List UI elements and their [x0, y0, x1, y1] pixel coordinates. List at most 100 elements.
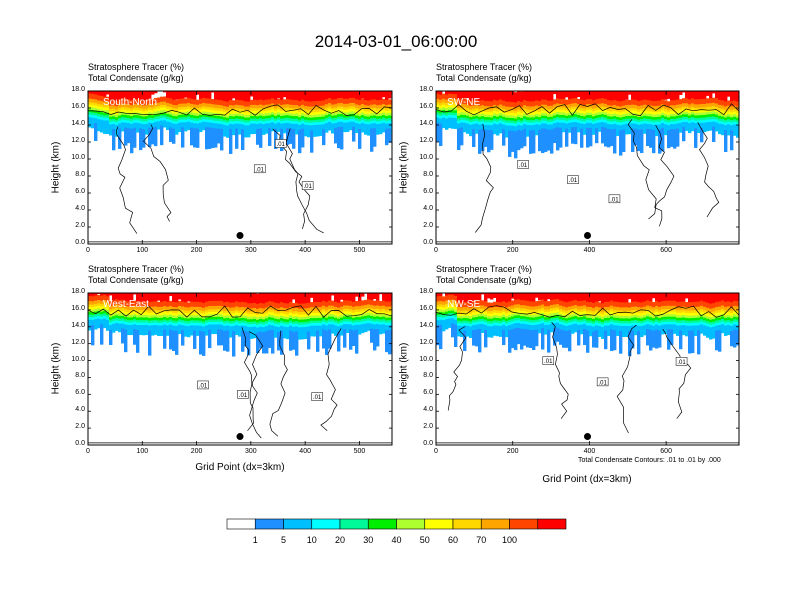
svg-text:.01: .01: [610, 197, 619, 203]
panel-west-east: .01 .01 .01: [87, 292, 393, 446]
tracer-field: .01 .01 .01: [88, 91, 392, 244]
y-tick-label: 4.0: [75, 205, 85, 212]
contour-label: .01: [197, 380, 209, 389]
y-tick-label: 10.0: [71, 154, 85, 161]
colorbar-tick-label: 30: [363, 535, 374, 545]
panel-subtitle-tracer: Stratosphere Tracer (%): [88, 62, 185, 72]
y-tick-label: 4.0: [423, 406, 433, 414]
colorbar-box: [396, 518, 426, 530]
panel-subtitle-tracer: Stratosphere Tracer (%): [436, 264, 533, 274]
panel-subtitle-tracer: Stratosphere Tracer (%): [436, 62, 533, 72]
y-tick-label: 8.0: [75, 372, 85, 380]
x-tick-label: 400: [583, 448, 596, 455]
plot-frame: [87, 292, 393, 446]
y-tick-label: 6.0: [75, 188, 85, 195]
colorbar-box: [452, 518, 482, 530]
panel-sw-ne: .01 .01 .01: [435, 90, 740, 245]
plot-frame: [435, 90, 740, 245]
y-tick-label: 16.0: [419, 103, 433, 110]
y-tick-label: 8.0: [423, 372, 433, 380]
svg-text:.01: .01: [313, 395, 322, 401]
x-tick-label: 500: [353, 448, 366, 455]
y-tick-label: 10.0: [419, 355, 433, 363]
x-tick-label: 300: [245, 448, 257, 455]
y-tick-label: 6.0: [75, 389, 85, 397]
x-tick-label: 400: [299, 448, 311, 455]
x-tick-label: 200: [190, 247, 203, 254]
colorbar-tick-label: 5: [280, 535, 286, 545]
panel-name: NW-SE: [447, 299, 481, 310]
x-tick-label: 200: [190, 448, 203, 455]
y-tick-label: 0.0: [75, 440, 85, 447]
location-marker: [584, 433, 591, 441]
x-tick-label: 0: [86, 247, 90, 254]
svg-text:.01: .01: [303, 184, 312, 190]
colorbar-tick-label: 100: [501, 535, 518, 545]
svg-text:.01: .01: [598, 380, 607, 386]
tracer-field: .01 .01 .01: [436, 293, 739, 445]
colorbar-tick-label: 1: [252, 535, 258, 545]
plot-frame: [87, 90, 393, 245]
contour-note: Total Condensate Contours: .01 to .01 by…: [578, 457, 721, 464]
panel-name: West-East: [103, 299, 149, 310]
y-tick-label: 10.0: [419, 154, 433, 161]
tracer-field: .01 .01 .01: [436, 91, 739, 244]
y-tick-label: 8.0: [75, 171, 85, 178]
y-tick-label: 18.0: [419, 288, 433, 295]
colorbar-tick-label: 10: [306, 535, 317, 545]
figure-title: 2014-03-01_06:00:00: [314, 32, 478, 51]
svg-text:.01: .01: [519, 163, 528, 169]
y-tick-label: 2.0: [423, 423, 433, 431]
y-tick-label: 16.0: [71, 103, 85, 110]
y-tick-label: 2.0: [75, 222, 85, 229]
x-axis-label: Grid Point (dx=3km): [195, 462, 285, 473]
panel-name: South-North: [103, 97, 157, 108]
svg-text:.01: .01: [199, 383, 208, 389]
colorbar-box: [283, 518, 313, 530]
contour-label: .01: [596, 377, 609, 386]
condensate-contours: [436, 305, 739, 444]
location-marker: [584, 232, 591, 239]
contour-label: .01: [542, 356, 555, 365]
condensate-contours: [88, 305, 392, 444]
panel-subtitle-condensate: Total Condensate (g/kg): [88, 73, 184, 83]
colorbar-box: [509, 518, 539, 530]
panel-name: SW-NE: [447, 97, 481, 108]
colorbar-box: [537, 518, 567, 530]
colorbar-tick-label: 50: [419, 535, 430, 545]
svg-text:.01: .01: [544, 359, 553, 365]
y-tick-label: 12.0: [419, 137, 433, 144]
y-tick-label: 12.0: [419, 338, 433, 346]
y-tick-label: 4.0: [423, 205, 433, 212]
colorbar-box: [480, 518, 510, 530]
colorbar-box: [226, 518, 256, 530]
colorbar-box: [254, 518, 284, 530]
contour-label: .01: [311, 392, 323, 401]
y-tick-label: 4.0: [75, 406, 85, 414]
y-tick-label: 12.0: [71, 137, 85, 144]
y-tick-label: 12.0: [71, 338, 85, 346]
contour-label: .01: [237, 390, 249, 399]
condensate-contours: [436, 103, 739, 243]
colorbar-box: [339, 518, 369, 530]
contour-label: .01: [274, 139, 287, 148]
x-tick-label: 200: [506, 247, 519, 254]
y-tick-label: 18.0: [71, 288, 85, 295]
x-axis-label: Grid Point (dx=3km): [542, 474, 632, 485]
y-tick-label: 18.0: [71, 86, 85, 93]
colorbar-tick-label: 60: [447, 535, 458, 545]
colorbar-box: [424, 518, 454, 530]
y-tick-label: 10.0: [71, 355, 85, 363]
svg-text:.01: .01: [256, 167, 265, 173]
svg-text:.01: .01: [239, 393, 248, 399]
y-tick-label: 2.0: [423, 222, 433, 229]
x-tick-label: 300: [245, 247, 257, 254]
x-tick-label: 400: [583, 247, 596, 254]
y-tick-label: 6.0: [423, 389, 433, 397]
colorbar-box: [311, 518, 341, 530]
panel-subtitle-condensate: Total Condensate (g/kg): [436, 275, 532, 285]
tracer-field: .01 .01 .01: [88, 293, 392, 445]
contour-label: .01: [301, 181, 314, 190]
y-tick-label: 0.0: [75, 239, 85, 246]
x-tick-label: 0: [434, 448, 438, 455]
